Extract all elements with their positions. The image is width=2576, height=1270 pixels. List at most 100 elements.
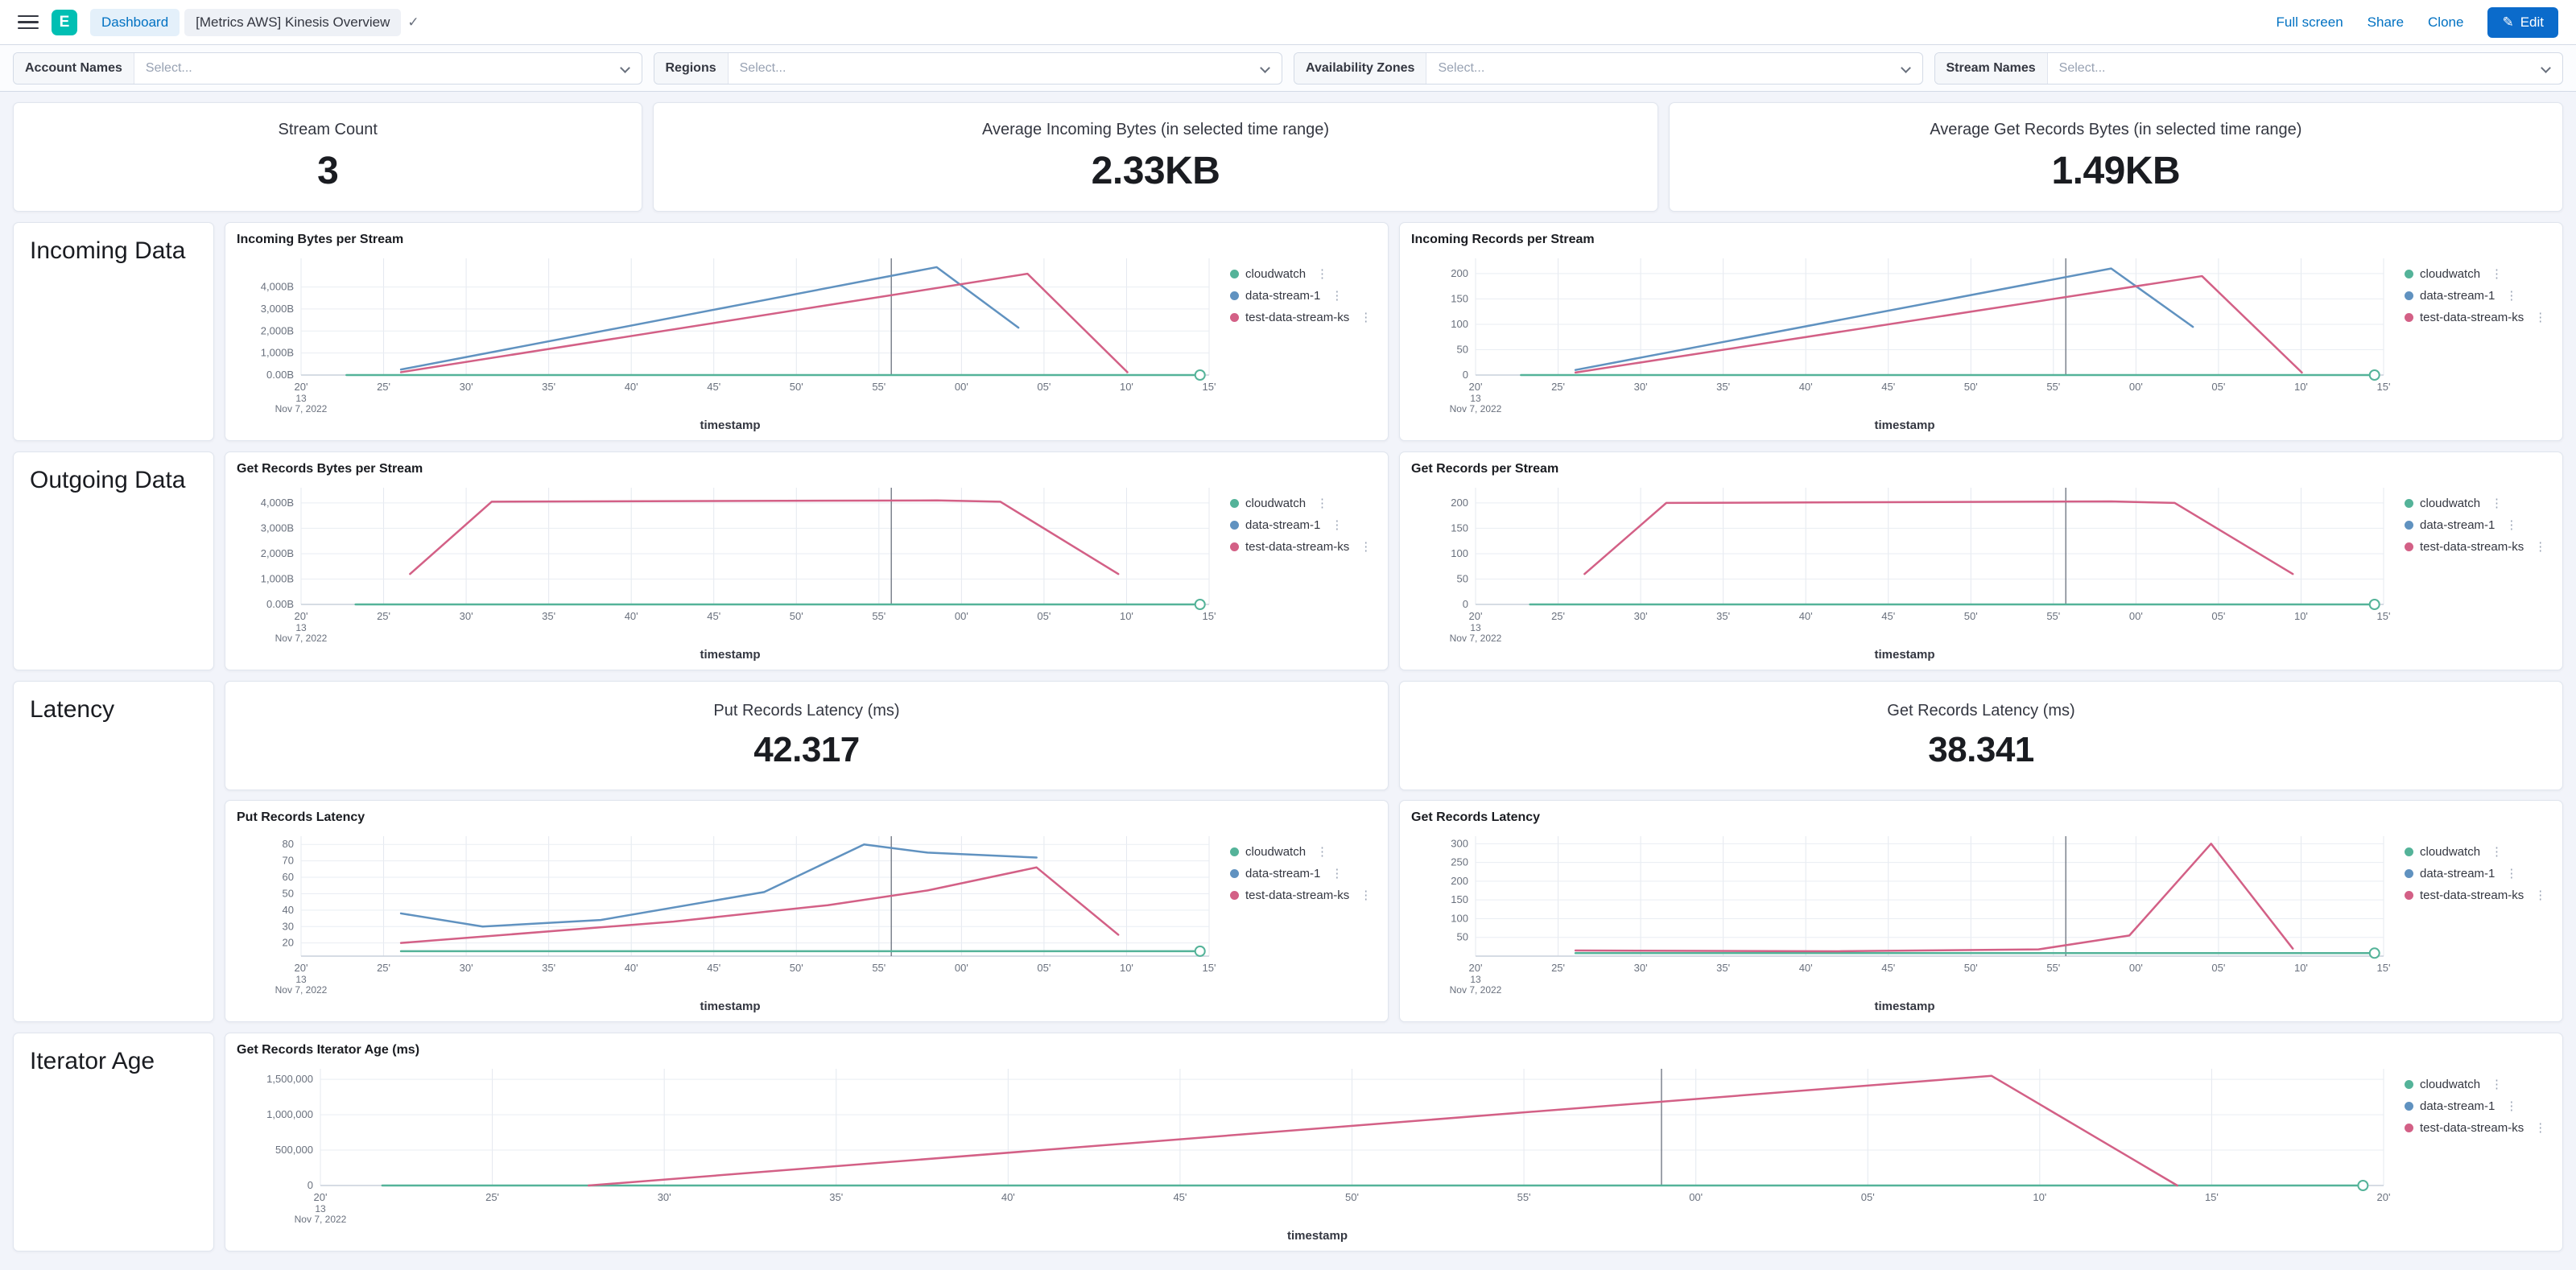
legend-label: test-data-stream-ks	[2420, 310, 2524, 324]
row-label-iterator-age: Iterator Age	[13, 1033, 214, 1251]
breadcrumb-dashboard[interactable]: Dashboard	[90, 8, 180, 36]
legend-actions-icon[interactable]: ⋮	[2491, 497, 2504, 510]
filter-select-input[interactable]: Select...	[2058, 60, 2106, 75]
filter-stream-names[interactable]: Stream Names Select...	[1934, 52, 2563, 85]
chart-plot-put-latency[interactable]: 20' 13 Nov 7, 2022 25' 30' 35' 40' 45' 50' 55' 00'…	[237, 827, 1224, 1000]
legend-item-cloudwatch[interactable]: cloudwatch ⋮	[1230, 266, 1377, 281]
legend-actions-icon[interactable]: ⋮	[2505, 867, 2518, 880]
legend-item-data-stream-1[interactable]: data-stream-1 ⋮	[2405, 517, 2551, 532]
svg-text:50: 50	[1457, 343, 1468, 355]
svg-text:55': 55'	[1517, 1191, 1531, 1203]
legend-actions-icon[interactable]: ⋮	[2534, 540, 2547, 554]
legend-actions-icon[interactable]: ⋮	[2505, 1099, 2518, 1113]
metric-label: Average Get Records Bytes (in selected t…	[1930, 121, 2302, 138]
legend-item-data-stream-1[interactable]: data-stream-1 ⋮	[1230, 288, 1377, 303]
legend-actions-icon[interactable]: ⋮	[1316, 267, 1329, 281]
svg-text:40': 40'	[1799, 610, 1813, 622]
legend-item-cloudwatch[interactable]: cloudwatch ⋮	[2405, 844, 2551, 859]
legend-actions-icon[interactable]: ⋮	[1316, 497, 1329, 510]
filter-select-input[interactable]: Select...	[1438, 60, 1485, 75]
app-logo-icon[interactable]: E	[52, 9, 77, 35]
svg-text:35': 35'	[829, 1191, 843, 1203]
legend-actions-icon[interactable]: ⋮	[2505, 518, 2518, 532]
filter-account-names[interactable]: Account Names Select...	[13, 52, 642, 85]
legend-item-cloudwatch[interactable]: cloudwatch ⋮	[2405, 266, 2551, 281]
chart-plot-incoming-bytes[interactable]: 20' 13 Nov 7, 2022 25' 30' 35' 40' 45' 50' 55' 00'…	[237, 249, 1224, 419]
chart-plot-get-latency[interactable]: 20' 13 Nov 7, 2022 25' 30' 35' 40' 45' 50' 55' 00'…	[1411, 827, 2398, 1000]
filter-availability-zones[interactable]: Availability Zones Select...	[1294, 52, 1923, 85]
chart-plot-get-records[interactable]: 20' 13 Nov 7, 2022 25' 30' 35' 40' 45' 50' 55' 00'…	[1411, 478, 2398, 648]
legend-item-test-data-stream-ks[interactable]: test-data-stream-ks ⋮	[1230, 888, 1377, 902]
legend-item-data-stream-1[interactable]: data-stream-1 ⋮	[2405, 1099, 2551, 1113]
svg-text:20: 20	[283, 937, 294, 949]
legend-item-cloudwatch[interactable]: cloudwatch ⋮	[1230, 844, 1377, 859]
panel-incoming-records: Incoming Records per Stream 20' 13 Nov 7, …	[1399, 222, 2563, 441]
legend-item-data-stream-1[interactable]: data-stream-1 ⋮	[2405, 866, 2551, 880]
legend-dot-icon	[2405, 868, 2413, 878]
svg-text:25': 25'	[1551, 381, 1565, 393]
legend-actions-icon[interactable]: ⋮	[1331, 867, 1344, 880]
legend-actions-icon[interactable]: ⋮	[1331, 518, 1344, 532]
legend-item-cloudwatch[interactable]: cloudwatch ⋮	[2405, 1077, 2551, 1091]
legend-label: test-data-stream-ks	[1245, 888, 1350, 902]
legend-item-test-data-stream-ks[interactable]: test-data-stream-ks ⋮	[2405, 310, 2551, 324]
legend-actions-icon[interactable]: ⋮	[1331, 289, 1344, 303]
svg-text:13: 13	[1470, 974, 1481, 985]
svg-text:40': 40'	[625, 610, 638, 622]
legend-item-test-data-stream-ks[interactable]: test-data-stream-ks ⋮	[1230, 539, 1377, 554]
svg-text:Nov 7, 2022: Nov 7, 2022	[1450, 984, 1502, 996]
legend-actions-icon[interactable]: ⋮	[2534, 311, 2547, 324]
chart-legend: cloudwatch ⋮ data-stream-1 ⋮ test-data-strea…	[2398, 1059, 2551, 1229]
legend-actions-icon[interactable]: ⋮	[1360, 311, 1373, 324]
svg-text:05': 05'	[1037, 381, 1051, 393]
legend-item-test-data-stream-ks[interactable]: test-data-stream-ks ⋮	[2405, 1120, 2551, 1135]
metric-label: Stream Count	[278, 121, 378, 138]
legend-label: cloudwatch	[1245, 496, 1307, 510]
legend-actions-icon[interactable]: ⋮	[2491, 1078, 2504, 1091]
clone-link[interactable]: Clone	[2428, 14, 2464, 30]
chart-plot-get-records-bytes[interactable]: 20' 13 Nov 7, 2022 25' 30' 35' 40' 45' 50' 55' 00'…	[237, 478, 1224, 648]
legend-actions-icon[interactable]: ⋮	[2491, 267, 2504, 281]
svg-text:0: 0	[1463, 598, 1468, 610]
menu-icon[interactable]	[18, 14, 39, 30]
legend-actions-icon[interactable]: ⋮	[1316, 845, 1329, 859]
svg-text:300: 300	[1451, 837, 1468, 849]
legend-item-data-stream-1[interactable]: data-stream-1 ⋮	[1230, 517, 1377, 532]
svg-text:45': 45'	[1881, 610, 1895, 622]
legend-actions-icon[interactable]: ⋮	[2505, 289, 2518, 303]
svg-text:40': 40'	[1001, 1191, 1015, 1203]
chart-title: Get Records Bytes per Stream	[237, 462, 423, 476]
filter-select-input[interactable]: Select...	[145, 60, 192, 75]
legend-item-test-data-stream-ks[interactable]: test-data-stream-ks ⋮	[2405, 539, 2551, 554]
svg-text:100: 100	[1451, 318, 1468, 330]
svg-text:20': 20'	[2377, 1191, 2391, 1203]
filter-regions[interactable]: Regions Select...	[653, 52, 1282, 85]
legend-actions-icon[interactable]: ⋮	[1360, 889, 1373, 902]
legend-item-data-stream-1[interactable]: data-stream-1 ⋮	[2405, 288, 2551, 303]
legend-actions-icon[interactable]: ⋮	[2534, 1121, 2547, 1135]
legend-label: cloudwatch	[2420, 844, 2481, 859]
svg-text:30': 30'	[1634, 381, 1648, 393]
legend-item-cloudwatch[interactable]: cloudwatch ⋮	[1230, 496, 1377, 510]
legend-item-data-stream-1[interactable]: data-stream-1 ⋮	[1230, 866, 1377, 880]
svg-text:50: 50	[283, 887, 294, 899]
legend-item-test-data-stream-ks[interactable]: test-data-stream-ks ⋮	[1230, 310, 1377, 324]
legend-label: test-data-stream-ks	[2420, 888, 2524, 902]
edit-button[interactable]: ✎ Edit	[2487, 6, 2558, 38]
svg-text:40': 40'	[1799, 381, 1813, 393]
share-link[interactable]: Share	[2367, 14, 2405, 30]
chart-plot-iterator-age[interactable]: 20' 13 Nov 7, 2022 25' 30' 35' 40' 45' 50' 55' 00'…	[237, 1059, 2398, 1229]
svg-text:50': 50'	[790, 381, 803, 393]
legend-actions-icon[interactable]: ⋮	[2491, 845, 2504, 859]
full-screen-link[interactable]: Full screen	[2276, 14, 2343, 30]
chart-plot-incoming-records[interactable]: 20' 13 Nov 7, 2022 25' 30' 35' 40' 45' 50' 55' 00'…	[1411, 249, 2398, 419]
chart-title: Incoming Records per Stream	[1411, 233, 1595, 246]
legend-item-test-data-stream-ks[interactable]: test-data-stream-ks ⋮	[2405, 888, 2551, 902]
legend-dot-icon	[1230, 269, 1239, 278]
svg-text:25': 25'	[377, 962, 390, 974]
legend-actions-icon[interactable]: ⋮	[2534, 889, 2547, 902]
svg-text:13: 13	[295, 974, 307, 985]
legend-item-cloudwatch[interactable]: cloudwatch ⋮	[2405, 496, 2551, 510]
legend-actions-icon[interactable]: ⋮	[1360, 540, 1373, 554]
filter-select-input[interactable]: Select...	[739, 60, 786, 75]
